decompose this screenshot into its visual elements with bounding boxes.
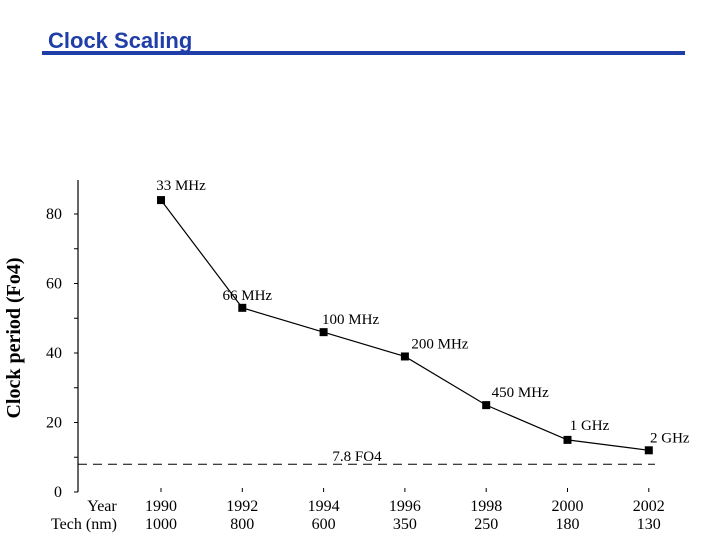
- title-underline: [42, 51, 685, 55]
- data-label-1994: 100 MHz: [322, 312, 379, 328]
- y-tick-label: 0: [54, 484, 62, 501]
- y-tick-label: 20: [46, 415, 62, 432]
- x-tick-label-tech: 1000: [145, 516, 177, 533]
- x-tick-label-tech: 250: [474, 516, 498, 533]
- x-tick-label-year: 1990: [145, 498, 177, 515]
- x-row-label-tech: Tech (nm): [51, 516, 117, 533]
- data-label-1990: 33 MHz: [156, 178, 206, 194]
- data-point-1990: [157, 196, 165, 205]
- x-tick-label-year: 1996: [389, 498, 421, 515]
- x-tick-label-tech: 130: [637, 516, 661, 533]
- data-label-1998: 450 MHz: [492, 385, 549, 401]
- data-label-1996: 200 MHz: [411, 336, 468, 352]
- reference-line-label: 7.8 FO4: [332, 449, 382, 465]
- data-point-1994: [319, 328, 328, 337]
- x-tick-label-tech: 350: [393, 516, 417, 533]
- chart-marks: 7.8 FO4 33 MHz 66 MHz 100 MHz 200 MHz 450 MHz…: [78, 178, 690, 465]
- data-point-2002: [644, 446, 653, 455]
- x-tick-label-tech: 600: [312, 516, 336, 533]
- x-tick-label-tech: 800: [230, 516, 254, 533]
- data-label-2002: 2 GHz: [650, 430, 690, 446]
- data-label-1992: 66 MHz: [223, 288, 273, 304]
- data-point-2000: [563, 435, 572, 444]
- x-tick-label-year: 1992: [226, 498, 258, 515]
- data-point-1998: [482, 401, 491, 410]
- x-tick-label-year: 2002: [633, 498, 665, 515]
- x-tick-label-year: 1998: [470, 498, 502, 515]
- y-tick-label: 60: [46, 276, 62, 293]
- y-tick-label: 40: [46, 345, 62, 362]
- x-tick-label-tech: 180: [556, 516, 580, 533]
- slide-title: Clock Scaling: [48, 28, 193, 53]
- y-axis-label: Clock period (Fo4): [3, 257, 25, 418]
- x-tick-label-year: 1994: [308, 498, 340, 515]
- x-tick-label-year: 2000: [552, 498, 584, 515]
- data-label-2000: 1 GHz: [570, 418, 610, 434]
- x-row-label-year: Year: [87, 498, 117, 515]
- data-point-1992: [238, 303, 247, 312]
- y-tick-label: 80: [46, 206, 62, 223]
- series-line-clock-period: [160, 199, 649, 451]
- data-point-1996: [400, 352, 409, 361]
